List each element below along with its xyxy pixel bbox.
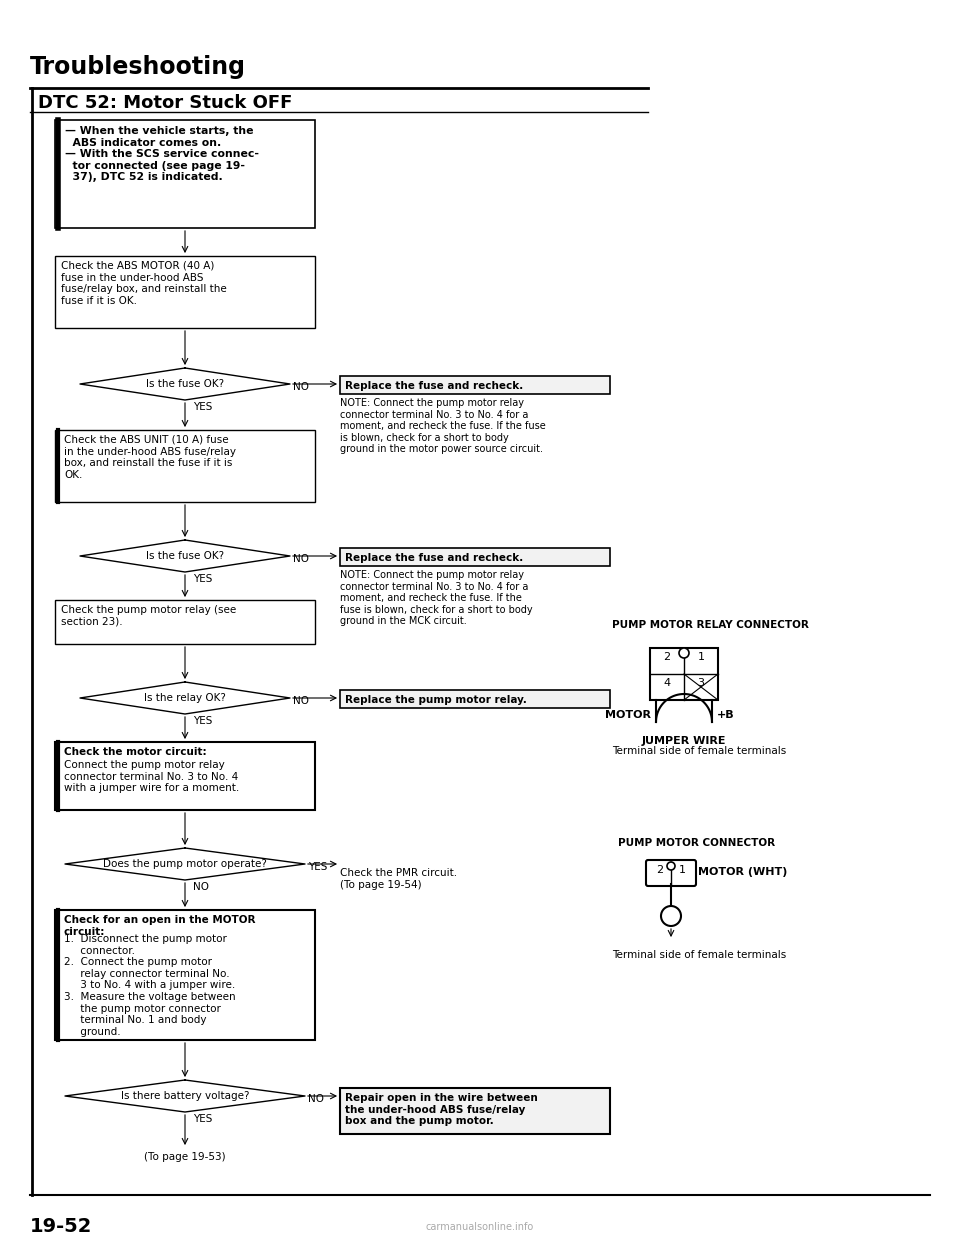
Text: 1.  Disconnect the pump motor
     connector.
2.  Connect the pump motor
     re: 1. Disconnect the pump motor connector. … [64, 934, 235, 1037]
Text: Replace the fuse and recheck.: Replace the fuse and recheck. [345, 553, 523, 563]
Bar [340, 1088, 610, 1134]
Text: 1: 1 [698, 652, 705, 662]
Text: NO: NO [308, 1094, 324, 1104]
Circle shape [661, 905, 681, 927]
Text: JUMPER WIRE: JUMPER WIRE [641, 737, 727, 746]
Text: Check the PMR circuit.
(To page 19-54): Check the PMR circuit. (To page 19-54) [340, 868, 457, 889]
Text: Check the ABS MOTOR (40 A)
fuse in the under-hood ABS
fuse/relay box, and reinst: Check the ABS MOTOR (40 A) fuse in the u… [61, 261, 227, 306]
Text: V: V [667, 908, 675, 922]
Bar [55, 430, 315, 502]
Text: NOTE: Connect the pump motor relay
connector terminal No. 3 to No. 4 for a
momen: NOTE: Connect the pump motor relay conne… [340, 397, 545, 455]
Text: NO: NO [293, 383, 309, 392]
Bar [55, 741, 315, 810]
Text: PUMP MOTOR CONNECTOR: PUMP MOTOR CONNECTOR [618, 838, 775, 848]
Bar [55, 256, 315, 328]
Text: Connect the pump motor relay
connector terminal No. 3 to No. 4
with a jumper wir: Connect the pump motor relay connector t… [64, 760, 239, 794]
Bar [650, 648, 718, 700]
Bar [340, 691, 610, 708]
Text: 2: 2 [656, 864, 663, 876]
Text: Is the relay OK?: Is the relay OK? [144, 693, 226, 703]
Text: YES: YES [193, 1114, 212, 1124]
Text: NO: NO [293, 696, 309, 705]
Text: +B: +B [717, 710, 734, 720]
Text: Is the fuse OK?: Is the fuse OK? [146, 379, 224, 389]
Text: (To page 19-53): (To page 19-53) [144, 1153, 226, 1163]
Text: Replace the fuse and recheck.: Replace the fuse and recheck. [345, 381, 523, 391]
Text: 19-52: 19-52 [30, 1217, 92, 1236]
Text: YES: YES [193, 715, 212, 727]
Text: DTC 52: Motor Stuck OFF: DTC 52: Motor Stuck OFF [38, 94, 293, 112]
Bar [55, 120, 315, 229]
Text: NO: NO [193, 882, 209, 892]
Text: Check for an open in the MOTOR
circuit:: Check for an open in the MOTOR circuit: [64, 915, 255, 936]
Text: 3: 3 [698, 678, 705, 688]
Bar [55, 910, 315, 1040]
Text: 4: 4 [663, 678, 671, 688]
Text: Replace the pump motor relay.: Replace the pump motor relay. [345, 696, 527, 705]
Circle shape [667, 862, 675, 869]
Text: YES: YES [193, 574, 212, 584]
Text: YES: YES [308, 862, 327, 872]
Text: Is the fuse OK?: Is the fuse OK? [146, 551, 224, 561]
Bar [340, 548, 610, 566]
FancyBboxPatch shape [646, 859, 696, 886]
Text: Terminal side of female terminals: Terminal side of female terminals [612, 746, 786, 756]
Text: Check the ABS UNIT (10 A) fuse
in the under-hood ABS fuse/relay
box, and reinsta: Check the ABS UNIT (10 A) fuse in the un… [64, 435, 236, 479]
Text: Check the motor circuit:: Check the motor circuit: [64, 746, 206, 758]
Text: MOTOR: MOTOR [605, 710, 651, 720]
Text: Terminal side of female terminals: Terminal side of female terminals [612, 950, 786, 960]
Text: — When the vehicle starts, the
  ABS indicator comes on.
— With the SCS service : — When the vehicle starts, the ABS indic… [65, 125, 259, 183]
Text: carmanualsonline.info: carmanualsonline.info [426, 1222, 534, 1232]
Text: PUMP MOTOR RELAY CONNECTOR: PUMP MOTOR RELAY CONNECTOR [612, 620, 809, 630]
Text: Repair open in the wire between
the under-hood ABS fuse/relay
box and the pump m: Repair open in the wire between the unde… [345, 1093, 538, 1126]
Text: Is there battery voltage?: Is there battery voltage? [121, 1090, 250, 1100]
Text: Does the pump motor operate?: Does the pump motor operate? [103, 859, 267, 869]
Text: Check the pump motor relay (see
section 23).: Check the pump motor relay (see section … [61, 605, 236, 627]
Bar [340, 376, 610, 394]
Text: Troubleshooting: Troubleshooting [30, 55, 246, 79]
Bar [55, 600, 315, 645]
Text: 1: 1 [679, 864, 686, 876]
Text: YES: YES [193, 402, 212, 412]
Text: NOTE: Connect the pump motor relay
connector terminal No. 3 to No. 4 for a
momen: NOTE: Connect the pump motor relay conne… [340, 570, 533, 626]
Text: NO: NO [293, 554, 309, 564]
Text: 2: 2 [663, 652, 671, 662]
Text: MOTOR (WHT): MOTOR (WHT) [698, 867, 787, 877]
Circle shape [679, 648, 689, 658]
